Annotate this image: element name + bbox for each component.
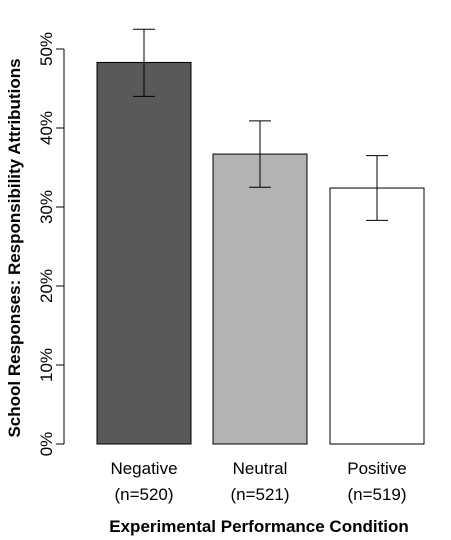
error-bars — [133, 28, 388, 221]
error-bar-neutral — [249, 120, 271, 188]
x-tick-sublabel: (n=519) — [347, 485, 406, 504]
y-ticks: 0% 10% 20% 30% 40% 50% — [37, 32, 64, 456]
x-tick-sublabel: (n=520) — [114, 485, 173, 504]
y-axis-title: School Responses: Responsibility Attribu… — [5, 58, 24, 437]
x-tick-label: Negative — [110, 459, 177, 478]
y-axis: 0% 10% 20% 30% 40% 50% — [37, 32, 65, 456]
bar-negative — [96, 61, 192, 445]
y-tick-label: 30% — [37, 190, 56, 224]
x-tick-sublabel: (n=521) — [230, 485, 289, 504]
y-tick-label: 10% — [37, 348, 56, 382]
error-bar-positive — [366, 155, 388, 221]
bar-neutral — [212, 153, 308, 445]
y-tick-label: 40% — [37, 111, 56, 145]
y-tick-label: 20% — [37, 269, 56, 303]
x-tick-label: Neutral — [233, 459, 288, 478]
bar-positive — [329, 187, 425, 445]
x-tick-labels: Negative (n=520) Neutral (n=521) Positive (n=… — [110, 459, 406, 504]
bars — [96, 61, 425, 445]
error-bar-negative — [133, 28, 155, 97]
y-tick-label: 50% — [37, 32, 56, 66]
x-axis-title: Experimental Performance Condition — [109, 517, 408, 536]
y-tick-label: 0% — [37, 432, 56, 457]
x-tick-label: Positive — [347, 459, 407, 478]
